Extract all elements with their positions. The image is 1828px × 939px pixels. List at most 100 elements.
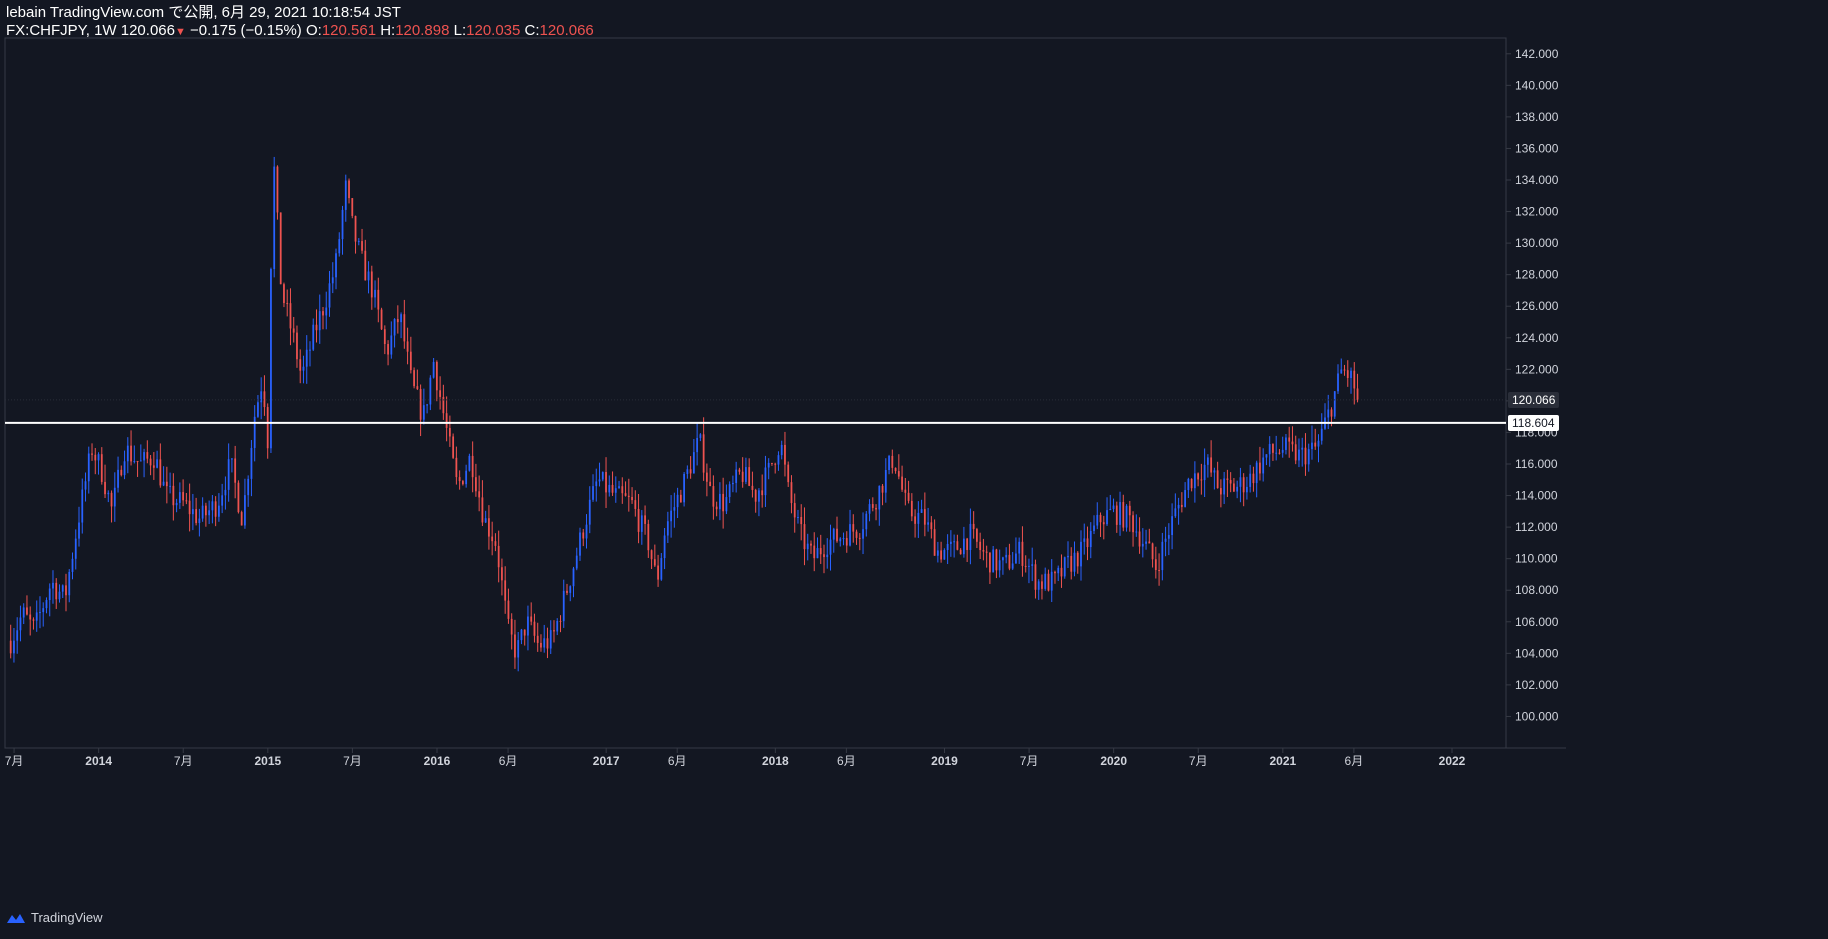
candle-body [146, 452, 149, 459]
y-tick-label: 110.000 [1515, 552, 1558, 566]
candle-body [1024, 565, 1027, 567]
candle-body [598, 479, 601, 482]
candle-body [393, 319, 396, 336]
candle-body [608, 484, 611, 493]
candle-body [1356, 388, 1359, 400]
candle-body [920, 509, 923, 513]
candle-body [790, 482, 793, 504]
candle-body [1099, 514, 1102, 523]
high-value: 120.898 [395, 22, 450, 39]
candle-body [787, 464, 790, 483]
candle-body [279, 212, 282, 285]
candle-body [1330, 409, 1333, 417]
candle-body [784, 444, 786, 465]
candle-body [435, 361, 438, 391]
candle-body [299, 359, 302, 371]
y-tick-label: 112.000 [1515, 520, 1558, 534]
x-tick-label: 2022 [1439, 754, 1466, 768]
candle-body [1268, 444, 1271, 455]
candle-body [836, 528, 838, 542]
candle-body [660, 558, 663, 580]
candle-body [247, 478, 250, 496]
candle-body [152, 465, 155, 468]
candle-body [175, 502, 178, 506]
candle-body [270, 269, 272, 449]
candle-body [390, 335, 393, 355]
x-tick-label: 2016 [424, 754, 451, 768]
candle-body [1047, 573, 1050, 591]
x-tick-label: 6月 [1345, 754, 1364, 768]
candle-body [208, 510, 211, 516]
candle-body [422, 405, 425, 420]
candle-body [891, 455, 894, 468]
candle-body [276, 166, 279, 213]
candle-body [65, 585, 67, 596]
candle-body [1011, 563, 1014, 569]
candle-body [383, 329, 386, 345]
candle-body [533, 621, 536, 636]
candle-body [546, 638, 549, 649]
candle-body [74, 538, 77, 559]
candle-body [117, 469, 119, 488]
candle-body [1350, 370, 1352, 379]
candle-body [58, 591, 61, 600]
candle-body [881, 485, 884, 493]
candle-body [231, 458, 233, 460]
candle-body [341, 209, 344, 240]
candle-body [351, 198, 354, 216]
candle-body [481, 497, 484, 523]
candle-body [396, 319, 399, 323]
candle-body [1151, 543, 1154, 560]
candle-body [852, 524, 855, 532]
candle-body [777, 455, 780, 465]
candle-body [201, 505, 204, 519]
candle-body [29, 614, 32, 620]
candle-body [910, 500, 913, 517]
candle-body [1135, 531, 1138, 533]
candle-body [1259, 462, 1261, 474]
candle-body [1278, 452, 1281, 454]
candle-body [829, 539, 832, 555]
candle-body [198, 518, 201, 524]
y-tick-label: 140.000 [1515, 78, 1559, 92]
candle-body [1177, 504, 1180, 509]
candle-body [1041, 581, 1043, 589]
candle-body [257, 402, 259, 417]
candle-body [595, 481, 598, 487]
candle-body [823, 554, 825, 558]
candle-body [1145, 541, 1147, 544]
candle-body [670, 510, 672, 522]
candle-body [218, 505, 220, 517]
candle-body [1050, 571, 1053, 591]
y-tick-label: 130.000 [1515, 236, 1559, 250]
candle-body [1180, 504, 1183, 507]
candle-body [16, 630, 19, 641]
open-label: O: [305, 22, 322, 39]
candle-body [611, 484, 614, 493]
candle-body [195, 509, 198, 524]
candle-body [764, 467, 767, 496]
candle-body [240, 512, 243, 526]
candle-body [676, 494, 679, 508]
last-value: 120.066 [120, 22, 175, 39]
x-tick-label: 7月 [174, 754, 193, 768]
candle-body [120, 469, 123, 476]
candle-body [979, 541, 982, 551]
candle-body [1206, 457, 1209, 465]
candle-body [61, 585, 64, 592]
candle-body [751, 485, 754, 490]
brand-label: TradingView [31, 910, 103, 925]
y-tick-label: 104.000 [1515, 646, 1559, 660]
candle-body [527, 616, 529, 636]
candle-body [989, 552, 991, 573]
candle-body [309, 349, 311, 351]
candle-body [894, 467, 897, 472]
candle-body [1096, 514, 1099, 526]
candle-body [1288, 437, 1291, 442]
candle-body [582, 532, 585, 539]
candle-body [406, 341, 409, 352]
candle-body [936, 550, 939, 556]
candle-body [647, 523, 650, 551]
candle-body [296, 332, 298, 360]
